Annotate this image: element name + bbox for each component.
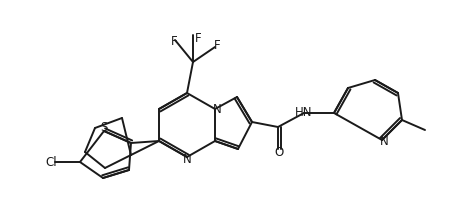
Text: Cl: Cl xyxy=(45,156,57,169)
Text: HN: HN xyxy=(295,106,313,119)
Text: O: O xyxy=(274,145,284,158)
Text: N: N xyxy=(183,152,192,165)
Text: F: F xyxy=(214,38,220,51)
Text: F: F xyxy=(171,35,177,48)
Text: F: F xyxy=(195,31,201,44)
Text: N: N xyxy=(379,134,388,147)
Text: S: S xyxy=(100,121,108,134)
Text: N: N xyxy=(213,103,221,116)
